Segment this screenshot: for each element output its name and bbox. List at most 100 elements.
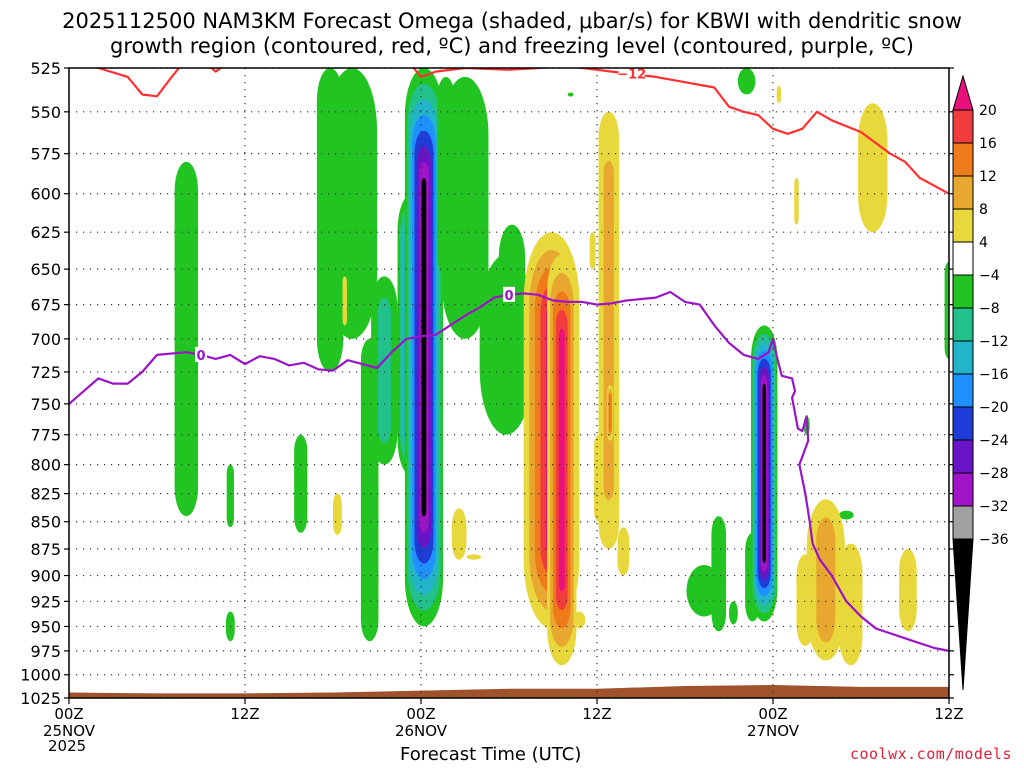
colorbar-swatch [952, 472, 974, 507]
omega-band [174, 161, 199, 517]
colorbar: 20 16 12 8 4 −4 −8 −12 −16 −20 −24 −28 −32 −36 [952, 74, 1009, 691]
colorbar-swatch [952, 274, 974, 309]
colorbar-swatch [952, 208, 974, 243]
contour-label-minus12: −12 [617, 67, 646, 82]
colorbar-label: −20 [979, 400, 1009, 416]
colorbar-swatch [952, 439, 974, 474]
omega-band [608, 393, 612, 433]
colorbar-swatch [952, 241, 974, 276]
x-tick-label: 00Z [54, 705, 83, 723]
y-tick-label: 725 [30, 363, 61, 382]
colorbar-swatch [952, 109, 974, 144]
x-tick-label: 12Z [582, 705, 611, 723]
contour-label-zero: 0 [504, 289, 513, 304]
omega-band [567, 92, 574, 97]
omega-band [558, 328, 565, 592]
y-tick-label: 950 [30, 617, 61, 636]
omega-band [573, 611, 586, 629]
colorbar-label: −24 [979, 433, 1009, 449]
y-tick-label: 575 [30, 145, 61, 164]
omega-band [589, 232, 596, 270]
y-tick-label: 775 [30, 426, 61, 445]
axes: 525 550 575 600 625 650 675 700 725 750 775 800 825 8… [20, 59, 963, 740]
omega-band [466, 554, 482, 560]
colorbar-label: −32 [979, 499, 1009, 515]
colorbar-label: −28 [979, 466, 1009, 482]
contour-label-bg [195, 346, 207, 362]
omega-band [729, 601, 738, 625]
colorbar-under-triangle [952, 538, 974, 691]
x-tick-date-label: 25NOV [43, 722, 96, 740]
dgz-minus12-contour [94, 68, 223, 98]
omega-band [421, 177, 427, 517]
x-tick-label: 12Z [230, 705, 259, 723]
omega-band [839, 510, 854, 520]
y-tick-label: 600 [30, 185, 61, 204]
y-tick-label: 650 [30, 260, 61, 279]
colorbar-label: 16 [979, 136, 997, 152]
omega-band [226, 464, 234, 528]
y-tick-label: 1000 [20, 666, 61, 685]
colorbar-label: −8 [979, 301, 1000, 317]
y-tick-label: 800 [30, 456, 61, 475]
year-label: 2025 [48, 737, 87, 755]
x-tick-date-label: 26NOV [395, 722, 448, 740]
y-tick-label: 825 [30, 485, 61, 504]
omega-band [327, 68, 377, 339]
omega-band [333, 493, 342, 535]
colorbar-label: −4 [979, 268, 1000, 284]
colorbar-swatch [952, 505, 974, 540]
y-tick-label: 875 [30, 540, 61, 559]
plot-frame [68, 67, 950, 699]
y-tick-label: 550 [30, 103, 61, 122]
contour-label-bg [618, 68, 645, 82]
y-tick-label: 975 [30, 642, 61, 661]
x-tick-label: 12Z [934, 705, 963, 723]
omega-band [294, 434, 308, 533]
omega-band [816, 517, 836, 643]
omega-band [858, 103, 888, 233]
contour-label-bg [503, 286, 515, 302]
y-tick-label: 850 [30, 513, 61, 532]
contour-label-zero: 0 [196, 349, 205, 364]
colorbar-label: −36 [979, 532, 1009, 548]
omega-band [794, 177, 799, 225]
omega-band [944, 261, 949, 359]
y-tick-label: 675 [30, 296, 61, 315]
y-tick-label: 900 [30, 567, 61, 586]
omega-band [441, 76, 489, 339]
dgz-minus12-contour [947, 68, 949, 69]
omega-band [377, 297, 391, 444]
y-tick-label: 925 [30, 592, 61, 611]
colorbar-label: −12 [979, 334, 1009, 350]
terrain-fill [69, 685, 949, 698]
y-tick-label: 525 [30, 59, 61, 78]
y-tick-label: 625 [30, 223, 61, 242]
x-tick-date-label: 27NOV [747, 722, 800, 740]
omega-band [451, 508, 467, 560]
y-tick-label: 700 [30, 330, 61, 349]
omega-shading [174, 68, 949, 666]
x-tick-label: 00Z [406, 705, 435, 723]
colorbar-label: 12 [979, 169, 997, 185]
colorbar-label: 4 [979, 235, 988, 251]
credit-text: coolwx.com/models [849, 745, 1012, 763]
colorbar-swatch [952, 142, 974, 177]
colorbar-label: 20 [979, 103, 997, 119]
colorbar-swatch [952, 307, 974, 342]
terrain [69, 685, 949, 698]
freezing-level-contour [69, 290, 949, 652]
colorbar-label: 8 [979, 202, 988, 218]
omega-band [737, 68, 756, 95]
y-tick-label: 1025 [20, 689, 61, 708]
x-tick-label: 00Z [758, 705, 787, 723]
grid [69, 67, 949, 699]
colorbar-label: −16 [979, 367, 1009, 383]
omega-band [899, 549, 917, 632]
omega-band [342, 276, 347, 326]
omega-band [776, 85, 782, 104]
omega-band [762, 383, 766, 564]
x-axis-title: Forecast Time (UTC) [400, 744, 582, 765]
colorbar-swatch [952, 406, 974, 441]
